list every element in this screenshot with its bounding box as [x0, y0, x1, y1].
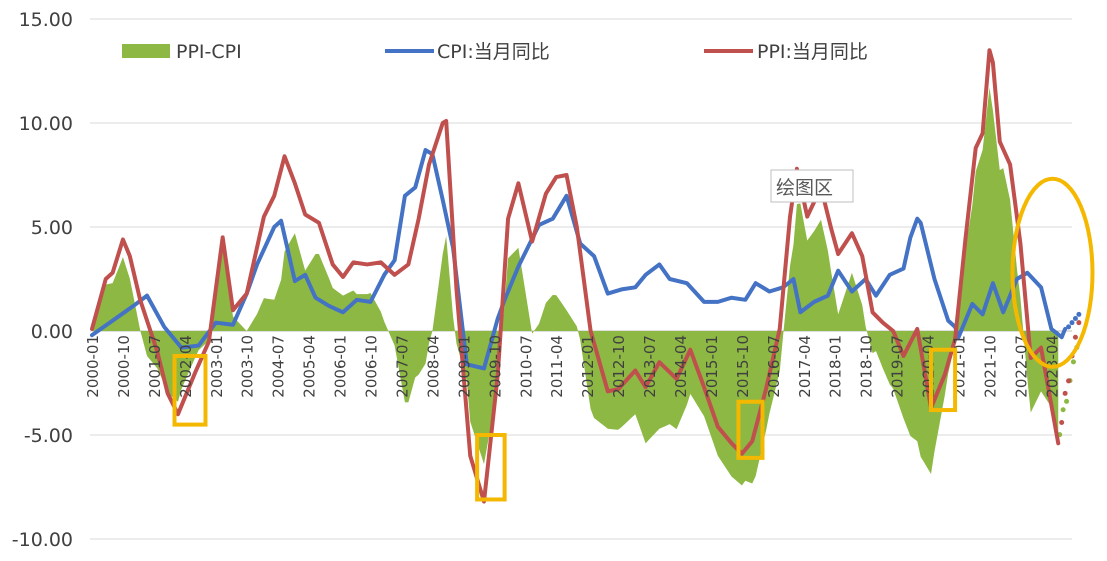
y-tick-label: 5.00 — [31, 217, 73, 239]
ppi-line — [90, 48, 1061, 504]
legend: PPI-CPI CPI:当月同比 PPI:当月同比 — [122, 41, 868, 63]
x-tick-label: 2003-10 — [239, 335, 257, 398]
forecast-ellipse — [1010, 176, 1095, 369]
y-tick-label: 10.00 — [19, 113, 73, 135]
x-tick-label: 2000-10 — [115, 335, 133, 398]
x-tick-label: 2018-01 — [827, 335, 845, 398]
y-axis-ticks: -10.00 -5.00 0.00 5.00 10.00 15.00 — [12, 9, 73, 551]
x-tick-label: 2019-07 — [889, 335, 907, 398]
x-tick-label: 2014-04 — [672, 335, 690, 398]
ppi-cpi-area-fill — [92, 87, 1059, 486]
x-tick-label: 2013-07 — [641, 335, 659, 398]
plot-area-tooltip-label: 绘图区 — [776, 177, 833, 199]
highlight-box — [736, 399, 765, 460]
x-tick-label: 2006-01 — [332, 335, 350, 398]
highlight-box — [475, 433, 507, 502]
ppi-forecast-point — [1066, 378, 1072, 384]
x-tick-label: 2004-07 — [270, 335, 288, 398]
cpi-forecast-point — [1072, 316, 1078, 322]
highlight-box — [929, 347, 958, 413]
legend-swatch-ppi-cpi — [122, 44, 170, 58]
x-tick-label: 2012-10 — [610, 335, 628, 398]
x-tick-label: 2020-04 — [920, 335, 938, 398]
y-tick-label: 15.00 — [19, 9, 73, 31]
ppi-forecast-point — [1072, 334, 1078, 340]
x-tick-label: 2008-04 — [424, 335, 442, 398]
plot-area-tooltip: 绘图区 — [770, 169, 854, 203]
x-tick-label: 2007-07 — [393, 335, 411, 398]
ppi-forecast-point — [1059, 420, 1065, 426]
x-tick-label: 2018-10 — [858, 335, 876, 398]
x-tick-label: 2001-07 — [146, 335, 164, 398]
ppi-cpi-forecast-point — [1064, 398, 1070, 404]
x-tick-label: 2015-01 — [703, 335, 721, 398]
x-axis-ticks: 2000-01 2000-10 2001-07 2002-04 2003-01 2003-… — [84, 335, 1061, 398]
x-tick-label: 2011-04 — [548, 335, 566, 398]
cpi-line — [90, 148, 1068, 371]
x-tick-label: 2016-07 — [765, 335, 783, 398]
x-tick-label: 2002-04 — [177, 335, 195, 398]
y-tick-label: -10.00 — [12, 529, 73, 551]
ppi-cpi-forecast-point — [1070, 359, 1076, 365]
cpi-forecast-point — [1076, 311, 1082, 317]
ppi-cpi-forecast-point — [1060, 407, 1066, 413]
x-tick-label: 2003-01 — [208, 335, 226, 398]
cpi-forecast-point — [1069, 320, 1075, 326]
y-tick-label: -5.00 — [24, 425, 73, 447]
x-tick-label: 2009-01 — [455, 335, 473, 398]
x-tick-label: 2012-01 — [579, 335, 597, 398]
cpi-forecast-point — [1066, 324, 1072, 330]
ppi-forecast-point — [1062, 390, 1068, 396]
legend-label-cpi: CPI:当月同比 — [437, 41, 550, 63]
highlight-boxes — [172, 176, 1095, 502]
plot-area-tooltip-box — [770, 169, 854, 203]
series-lines — [90, 48, 1082, 504]
legend-label-ppi-cpi: PPI-CPI — [176, 41, 242, 63]
x-tick-label: 2000-01 — [84, 335, 102, 398]
x-tick-label: 2005-04 — [301, 335, 319, 398]
ppi-forecast-point — [1076, 320, 1082, 326]
x-tick-label: 2006-10 — [363, 335, 381, 398]
y-tick-label: 0.00 — [31, 321, 73, 343]
x-tick-label: 2022-07 — [1012, 335, 1030, 398]
highlight-box — [172, 353, 208, 427]
x-tick-label: 2017-04 — [796, 335, 814, 398]
x-tick-label: 2021-10 — [981, 335, 999, 398]
x-tick-label: 2009-10 — [486, 335, 504, 398]
legend-label-ppi: PPI:当月同比 — [757, 41, 868, 63]
x-tick-label: 2010-07 — [517, 335, 535, 398]
x-tick-label: 2015-10 — [734, 335, 752, 398]
